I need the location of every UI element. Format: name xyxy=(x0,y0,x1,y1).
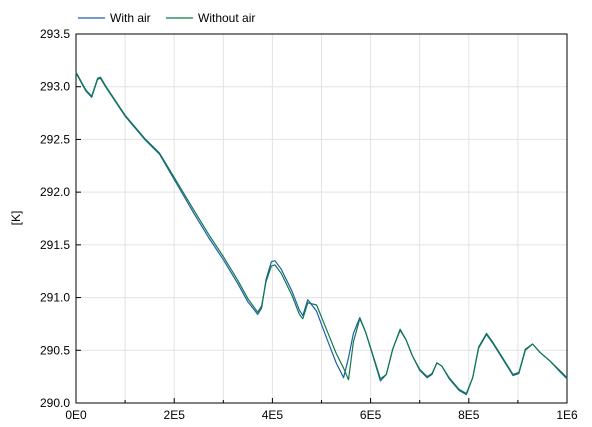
x-tick-label: 0E0 xyxy=(65,408,87,422)
axis-ticks: 0E0 2E5 4E5 6E5 8E5 1E6 290.0 290.5 291.0 291.5 29… xyxy=(40,27,578,422)
y-tick-label: 290.5 xyxy=(40,343,70,357)
y-tick-label: 292.5 xyxy=(40,132,70,146)
x-tick-label: 8E5 xyxy=(458,408,480,422)
x-tick-label: 1E6 xyxy=(556,408,578,422)
x-tick-label: 6E5 xyxy=(360,408,382,422)
y-tick-label: 291.0 xyxy=(40,291,70,305)
legend-label: Without air xyxy=(198,11,255,25)
legend: With air Without air xyxy=(78,11,255,25)
y-axis-label: [K] xyxy=(9,211,23,226)
grid-lines xyxy=(75,33,568,404)
y-tick-label: 292.0 xyxy=(40,185,70,199)
y-tick-label: 293.5 xyxy=(40,27,70,41)
y-tick-label: 290.0 xyxy=(40,396,70,410)
legend-label: With air xyxy=(110,11,151,25)
y-tick-label: 293.0 xyxy=(40,80,70,94)
x-tick-label: 4E5 xyxy=(262,408,284,422)
series-lines xyxy=(75,71,568,396)
y-tick-label: 291.5 xyxy=(40,238,70,252)
x-tick-label: 2E5 xyxy=(164,408,186,422)
series-line-without-air xyxy=(75,71,568,395)
